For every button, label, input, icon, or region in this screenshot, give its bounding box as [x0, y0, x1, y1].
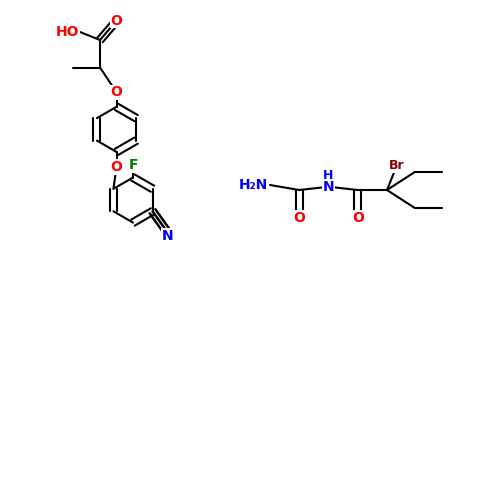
Text: O: O — [352, 210, 364, 224]
Text: O: O — [110, 160, 122, 174]
Text: F: F — [128, 158, 138, 172]
Text: H: H — [324, 169, 334, 182]
Text: H₂N: H₂N — [238, 178, 268, 192]
Text: O: O — [110, 14, 122, 28]
Text: Br: Br — [389, 159, 404, 172]
Text: HO: HO — [56, 25, 80, 39]
Text: N: N — [162, 228, 173, 242]
Text: O: O — [110, 86, 122, 100]
Text: N: N — [322, 180, 334, 194]
Text: O: O — [294, 210, 305, 224]
